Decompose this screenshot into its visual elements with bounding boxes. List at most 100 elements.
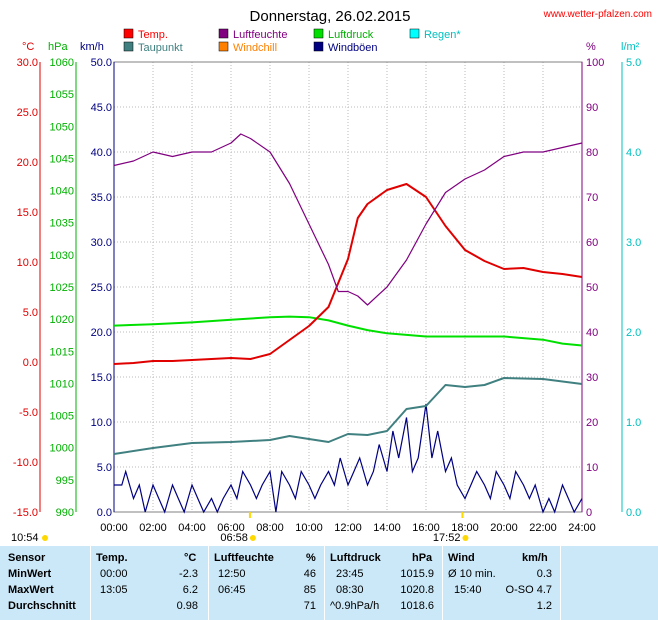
header-temp-unit: °C: [184, 552, 197, 564]
wind-tick-label: 5.0: [97, 462, 112, 474]
pressure-tick-label: 1025: [50, 282, 74, 294]
pressure-tick-label: 1045: [50, 153, 74, 165]
wind-value: 0.3: [536, 568, 552, 580]
x-tick-label: 18:00: [451, 522, 479, 534]
temp-time: 13:05: [100, 584, 128, 596]
pressure-tick-label: 1000: [50, 443, 74, 455]
x-tick-label: 14:00: [373, 522, 401, 534]
pressure-value: 1018.6: [400, 600, 434, 612]
rain-tick-label: 1.0: [626, 417, 641, 429]
pressure-tick-label: 1010: [50, 378, 74, 390]
temp-tick-label: 15.0: [17, 207, 38, 219]
temp-value: -2.3: [179, 568, 198, 580]
pressure-tick-label: 995: [56, 475, 74, 487]
temp-tick-label: -5.0: [19, 407, 38, 419]
humidity-value: 46: [303, 568, 316, 580]
pressure-tick-label: 1035: [50, 218, 74, 230]
rain-unit-label: l/m²: [621, 41, 640, 53]
header-pressure-unit: hPa: [412, 552, 433, 564]
temp-time: 00:00: [100, 568, 128, 580]
header-temp: Temp.: [96, 552, 128, 564]
temp-tick-label: -15.0: [13, 507, 38, 519]
legend-swatch: [123, 41, 134, 52]
pressure-tick-label: 1050: [50, 121, 74, 133]
rain-tick-label: 2.0: [626, 327, 641, 339]
pressure-tick-label: 1040: [50, 186, 74, 198]
header-humidity: Luftfeuchte: [214, 552, 274, 564]
temp-tick-label: 30.0: [17, 57, 38, 69]
table-row-max: MaxWert 13:05 6.2 06:45 85 08:30 1020.8 …: [0, 582, 658, 598]
legend-swatch: [123, 28, 134, 39]
legend-label: Temp.: [138, 29, 168, 41]
legend-swatch: [218, 28, 229, 39]
pressure-tick-label: 1015: [50, 346, 74, 358]
x-tick-labels: 00:00 02:00 04:00 06:00 08:00 10:00 12:00 14:00…: [100, 522, 596, 534]
wind-tick-label: 45.0: [91, 102, 112, 114]
humidity-tick-label: 80: [586, 147, 598, 159]
stats-table: Sensor Temp. °C Luftfeuchte % Luftdruck …: [0, 546, 658, 620]
x-tick-label: 12:00: [334, 522, 362, 534]
humidity-tick-label: 30: [586, 372, 598, 384]
sunset-icon: [462, 535, 469, 541]
pressure-tick-label: 990: [56, 507, 74, 519]
sunrise-label: 06:58: [220, 532, 248, 544]
x-tick-label: 22:00: [529, 522, 557, 534]
legend-label: Windchill: [233, 42, 277, 54]
series-line-luftfeuchte: [113, 133, 583, 306]
sun-icon: [42, 535, 48, 541]
temp-tick-label: -10.0: [13, 457, 38, 469]
temp-tick-label: 0.0: [23, 357, 38, 369]
wind-time: Ø 10 min.: [448, 568, 496, 580]
rain-tick-label: 5.0: [626, 57, 641, 69]
header-wind: Wind: [448, 552, 475, 564]
pressure-tick-label: 1020: [50, 314, 74, 326]
humidity-time: 06:45: [218, 584, 246, 596]
table-row-avg: Durchschnitt 0.98 71 ^0.9hPa/h 1018.6 1.…: [0, 598, 658, 614]
humidity-tick-label: 100: [586, 57, 604, 69]
pressure-unit-label: hPa: [48, 41, 68, 53]
legend-label: Windböen: [328, 42, 378, 54]
wind-tick-label: 40.0: [91, 147, 112, 159]
wind-unit-label: km/h: [80, 41, 104, 53]
humidity-tick-label: 10: [586, 462, 598, 474]
x-tick-label: 00:00: [100, 522, 128, 534]
rain-tick-label: 0.0: [626, 507, 641, 519]
temp-tick-label: 10.0: [17, 257, 38, 269]
header-humidity-unit: %: [306, 552, 316, 564]
humidity-value: 71: [303, 600, 316, 612]
series-group: [113, 133, 583, 514]
temp-value: 6.2: [182, 584, 198, 596]
legend-label: Luftfeuchte: [233, 29, 287, 41]
wind-tick-label: 50.0: [91, 57, 112, 69]
pressure-value: 1020.8: [400, 584, 434, 596]
website-label[interactable]: www.wetter-pfalzen.com: [543, 9, 652, 20]
pressure-time: 23:45: [336, 568, 364, 580]
humidity-tick-label: 40: [586, 327, 598, 339]
humidity-unit-label: %: [586, 41, 596, 53]
legend: Temp. Luftfeuchte Luftdruck Regen* Taupunkt W…: [123, 28, 461, 54]
series-line-taupunkt: [113, 377, 583, 455]
wind-tick-label: 10.0: [91, 417, 112, 429]
humidity-tick-label: 20: [586, 417, 598, 429]
row-label: MaxWert: [8, 584, 54, 596]
humidity-tick-label: 50: [586, 282, 598, 294]
pressure-value: 1015.9: [400, 568, 434, 580]
pressure-tick-label: 1060: [50, 57, 74, 69]
table-header-row: Sensor Temp. °C Luftfeuchte % Luftdruck …: [0, 550, 658, 566]
sunshine-duration-label: 10:54: [11, 532, 39, 544]
pressure-time: ^0.9hPa/h: [330, 600, 380, 612]
wind-tick-label: 25.0: [91, 282, 112, 294]
legend-swatch: [218, 41, 229, 52]
legend-label: Regen*: [424, 29, 461, 41]
weather-chart: Donnerstag, 26.02.2015 www.wetter-pfalze…: [11, 8, 652, 544]
pressure-time: 08:30: [336, 584, 364, 596]
header-pressure: Luftdruck: [330, 552, 381, 564]
pressure-tick-label: 1055: [50, 89, 74, 101]
rain-tick-label: 4.0: [626, 147, 641, 159]
wind-tick-label: 0.0: [97, 507, 112, 519]
axes: 30.0 25.0 20.0 15.0 10.0 5.0 0.0 -5.0 -10.0 -15.0…: [13, 57, 641, 519]
temp-value: 0.98: [176, 600, 198, 612]
sun-markers: 10:54 06:58 17:52: [11, 512, 469, 544]
wind-time: 15:40: [454, 584, 482, 596]
legend-swatch: [409, 28, 420, 39]
